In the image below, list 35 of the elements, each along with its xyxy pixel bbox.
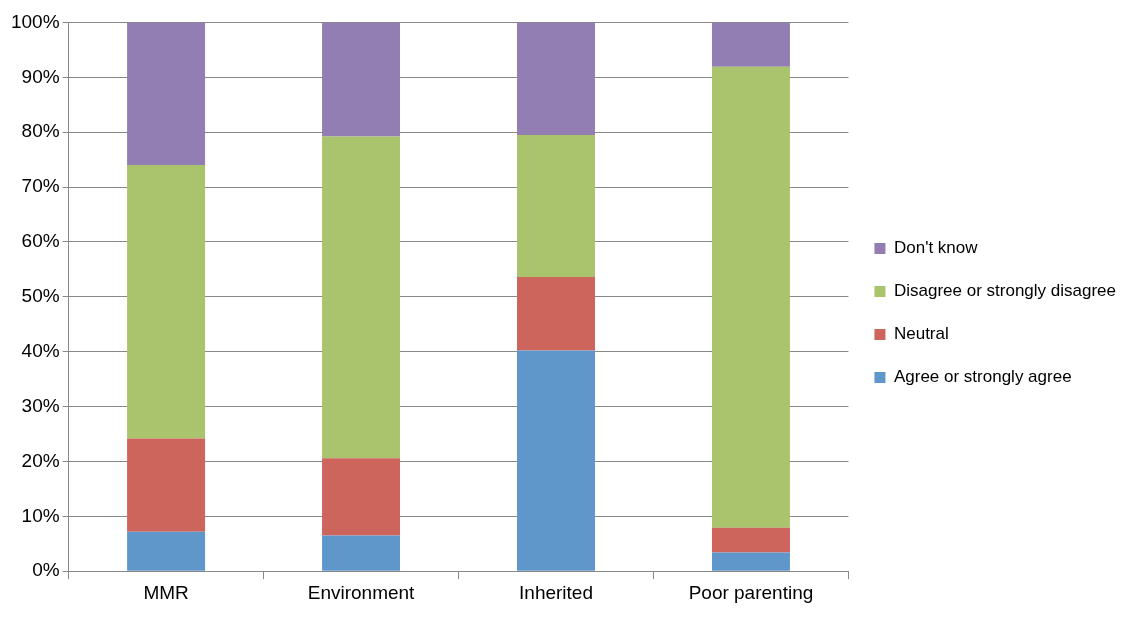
bar xyxy=(711,527,790,553)
y-tick-label: 60% xyxy=(21,230,60,252)
y-tick-label: 30% xyxy=(21,394,60,416)
y-tick-label: 50% xyxy=(21,285,60,307)
legend-label: Neutral xyxy=(893,324,949,344)
bar xyxy=(322,136,401,459)
bar xyxy=(127,438,206,532)
bar xyxy=(517,277,595,351)
y-tick-label: 0% xyxy=(32,559,60,581)
bar xyxy=(322,22,401,137)
x-tick-label: Environment xyxy=(307,581,416,603)
legend-label: Don't know xyxy=(893,238,979,258)
y-tick-label: 80% xyxy=(21,120,60,142)
y-tick-label: 20% xyxy=(21,449,60,471)
y-tick-label: 10% xyxy=(21,504,60,526)
x-tick-label: Inherited xyxy=(519,581,593,603)
bar xyxy=(517,350,595,571)
bar xyxy=(517,22,595,135)
y-tick-label: 40% xyxy=(21,339,60,361)
bar xyxy=(127,165,206,439)
bar xyxy=(517,134,595,278)
x-tick-label: Poor parenting xyxy=(688,581,814,603)
bar xyxy=(322,458,401,536)
bar xyxy=(711,22,790,67)
bar xyxy=(127,531,206,571)
bar xyxy=(127,22,206,166)
y-tick-label: 70% xyxy=(21,175,60,197)
legend-label: Disagree or strongly disagree xyxy=(893,281,1117,301)
bar xyxy=(711,66,790,528)
bar xyxy=(322,535,401,571)
bar xyxy=(711,552,790,571)
legend-label: Agree or strongly agree xyxy=(893,367,1072,387)
x-tick-label: MMR xyxy=(143,581,189,603)
y-tick-label: 90% xyxy=(21,65,60,87)
y-tick-label: 100% xyxy=(10,10,60,32)
